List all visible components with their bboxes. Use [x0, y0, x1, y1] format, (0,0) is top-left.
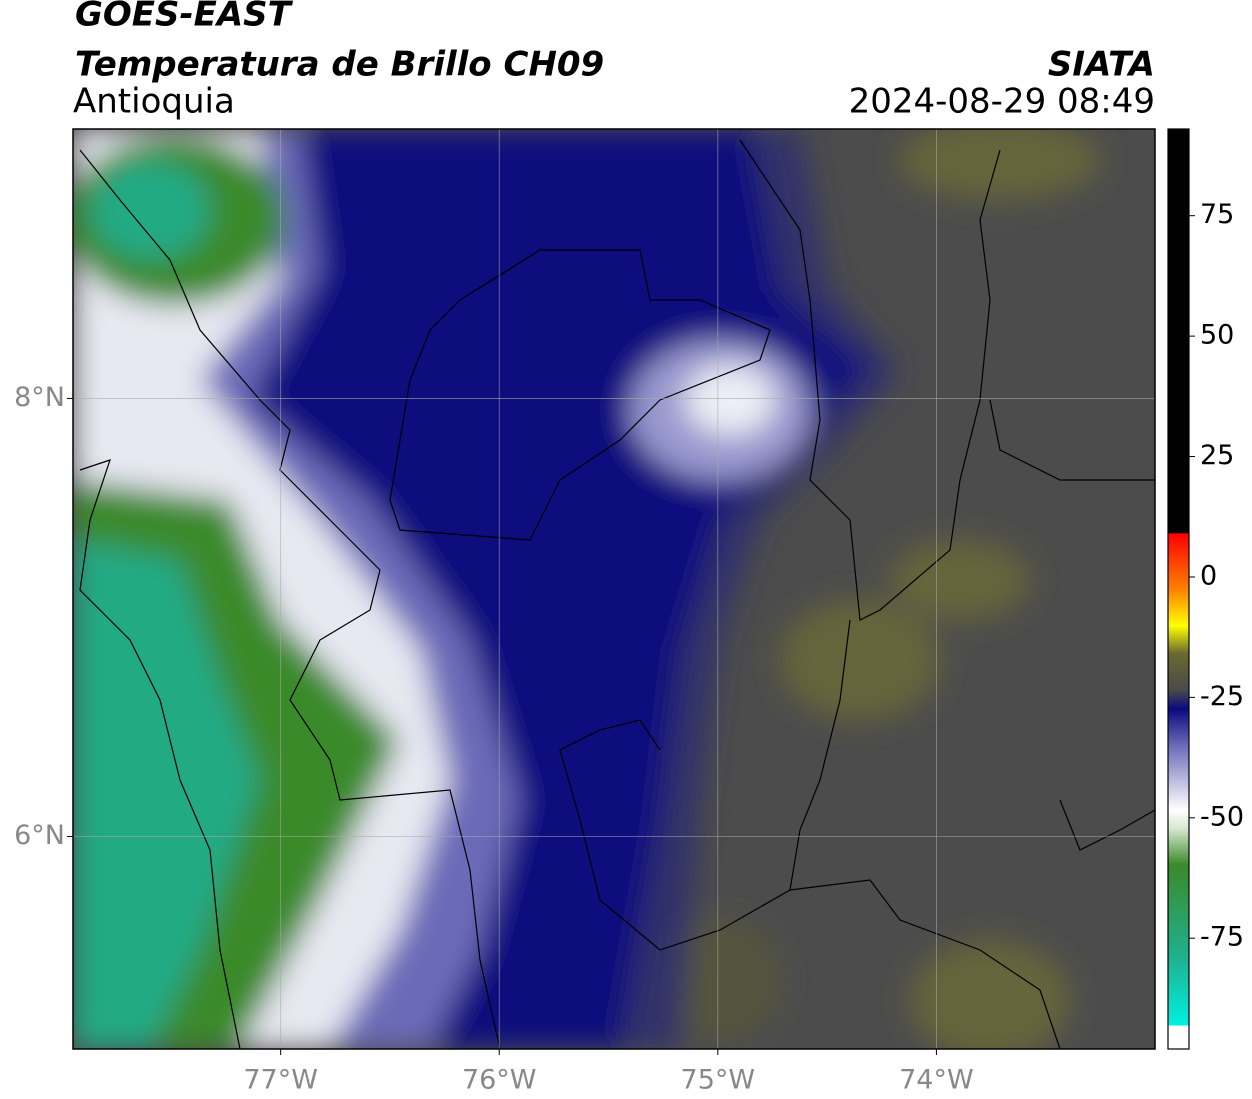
region: Antioquia	[73, 82, 235, 122]
y-tick-label: 6°N	[14, 820, 65, 851]
satellite-image	[73, 129, 1155, 1049]
department-border	[739, 139, 1001, 621]
subtitle: Temperatura de Brillo CH09	[75, 45, 604, 85]
imagery	[73, 129, 1100, 1049]
colorbar-tick-label: 50	[1200, 320, 1234, 351]
department-border	[389, 249, 771, 541]
colorbar-tick-label: 0	[1200, 560, 1217, 591]
source: SIATA	[1048, 45, 1155, 85]
colorbar-tick-label: -25	[1200, 681, 1244, 712]
x-tick-label: 77°W	[243, 1065, 318, 1096]
boundaries	[79, 139, 1155, 1049]
colorbar-tick-label: 75	[1200, 199, 1234, 230]
colorbar	[1167, 128, 1190, 1050]
department-border	[789, 879, 1061, 1049]
grid	[73, 129, 1155, 1049]
ticks: 77°W 76°W 75°W 74°W 6°N 8°N -75 -50 -25 0 25 50 75	[14, 199, 1244, 1095]
colorbar-tick-label: 25	[1200, 440, 1234, 471]
department-border	[1059, 799, 1155, 851]
coastline	[79, 459, 241, 1049]
timestamp: 2024-08-29 08:49	[849, 82, 1155, 122]
department-border	[559, 619, 851, 951]
coastline	[79, 149, 501, 1049]
x-tick-label: 74°W	[899, 1065, 974, 1096]
x-tick-label: 75°W	[681, 1065, 756, 1096]
y-tick-label: 8°N	[14, 382, 65, 413]
map-frame	[72, 128, 1156, 1050]
international-border	[989, 399, 1155, 481]
colorbar-tick-label: -75	[1200, 922, 1244, 953]
x-tick-label: 76°W	[462, 1065, 537, 1096]
colorbar-tick-label: -50	[1200, 801, 1244, 832]
title: GOES-EAST	[75, 0, 294, 35]
